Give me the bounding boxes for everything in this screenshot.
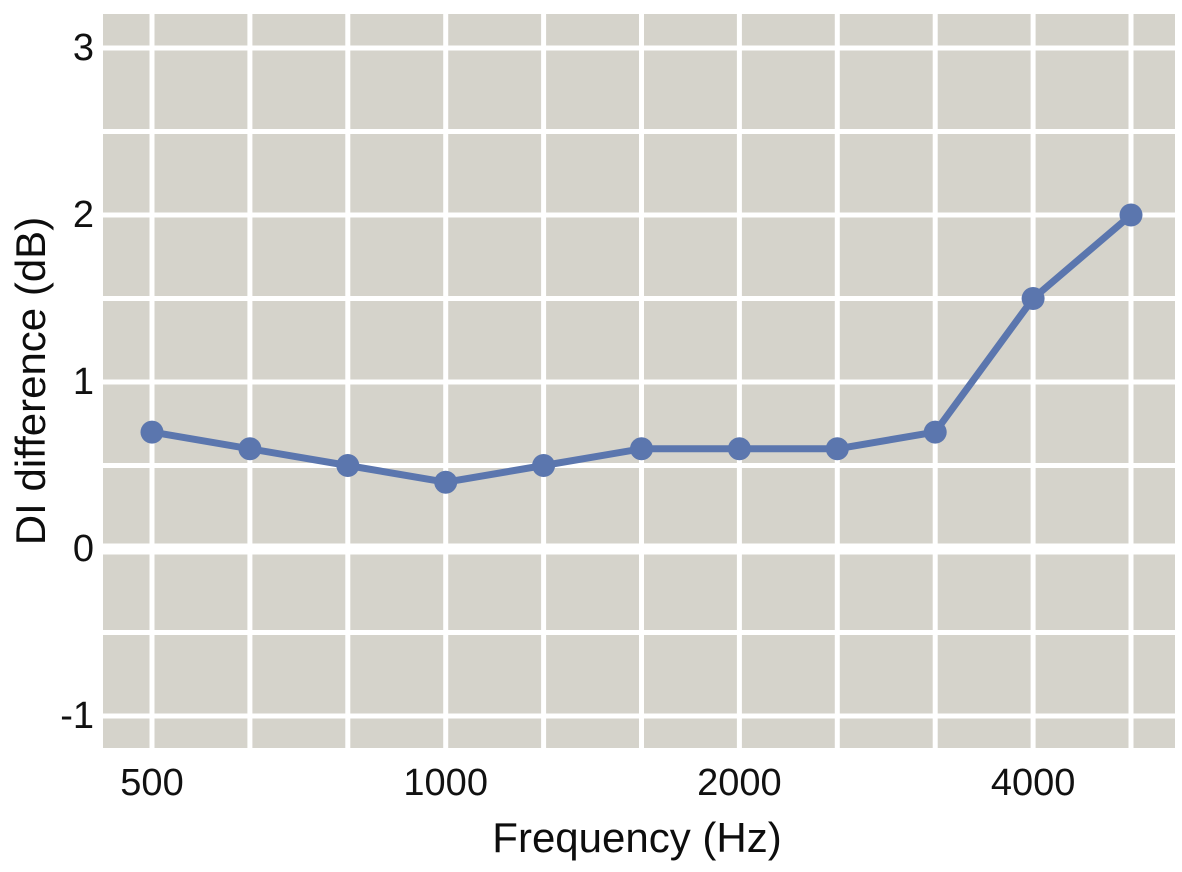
data-point — [238, 437, 262, 461]
data-point — [727, 437, 751, 461]
y-tick-label: 1 — [72, 361, 94, 403]
data-point — [630, 437, 653, 461]
x-tick-label: 500 — [120, 762, 184, 804]
x-tick-label: 2000 — [697, 762, 782, 804]
y-tick-label: 3 — [72, 27, 94, 69]
x-tick-label: 4000 — [990, 762, 1076, 804]
data-point — [532, 454, 556, 477]
data-point — [336, 454, 360, 477]
data-point — [1021, 287, 1045, 310]
y-tick-label: -1 — [60, 695, 94, 737]
data-point — [140, 420, 164, 444]
x-axis-title: Frequency (Hz) — [492, 814, 782, 861]
plot-canvas — [103, 14, 1175, 748]
y-tick-label: 2 — [72, 194, 94, 236]
data-point — [825, 437, 849, 461]
x-tick-label: 1000 — [403, 762, 488, 804]
y-axis-title: DI difference (dB) — [7, 216, 54, 546]
data-point — [434, 470, 458, 494]
y-tick-label: 0 — [72, 528, 94, 570]
data-point — [1119, 203, 1143, 227]
data-point — [923, 420, 947, 444]
plot-area — [103, 14, 1175, 748]
